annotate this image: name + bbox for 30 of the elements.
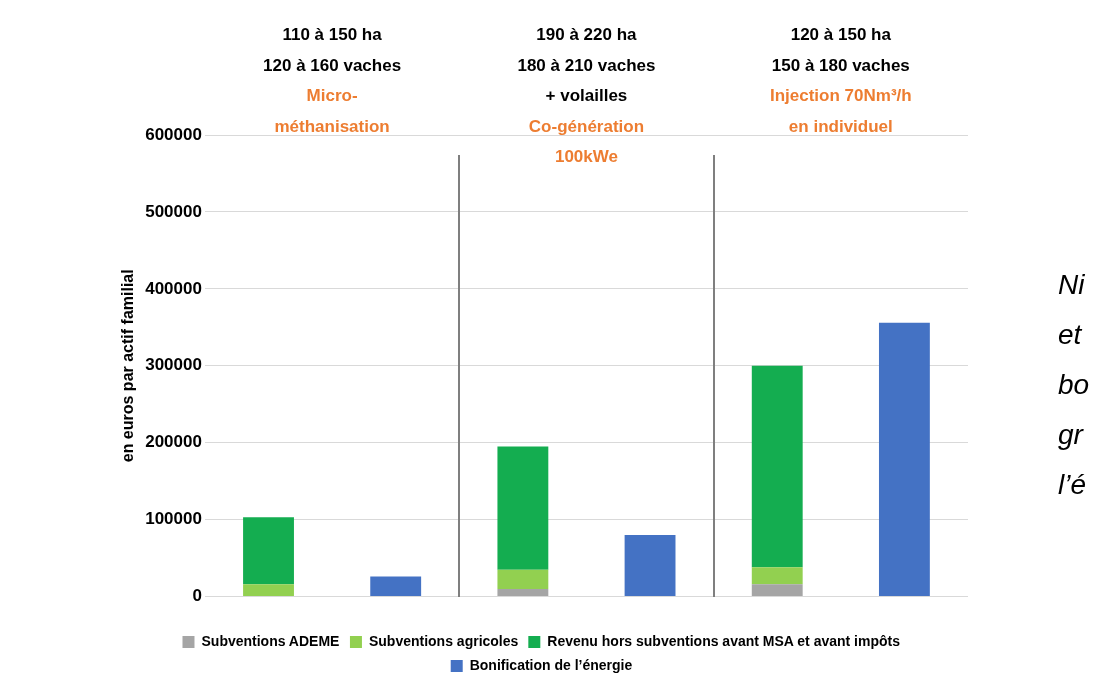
y-tick-label: 0	[192, 586, 202, 606]
bar	[497, 446, 549, 570]
y-tick-label: 200000	[145, 432, 202, 452]
bar	[624, 535, 676, 597]
bar	[751, 584, 803, 597]
y-tick-label: 400000	[145, 278, 202, 298]
text: 120 à 150 ha 150 à 180 vaches	[771, 24, 910, 77]
bar	[370, 576, 422, 597]
bar	[497, 569, 549, 589]
annotation: Micro- méthanisation	[274, 85, 390, 138]
bar	[751, 567, 803, 585]
bar	[243, 584, 294, 597]
y-tick-label: 600000	[145, 124, 202, 144]
y-tick-label: 500000	[145, 201, 202, 221]
y-tick-label: 100000	[145, 509, 202, 529]
annotation: Co-génération 100kWe	[528, 115, 645, 168]
text: 190 à 220 ha 180 à 210 vaches + volailles	[517, 24, 656, 107]
bar	[497, 588, 549, 597]
legend-label: Bonification de l’énergie	[469, 656, 633, 673]
text: Ni et bo gr l’é	[1058, 268, 1090, 502]
legend-label: Revenu hors subventions avant MSA et avant impôts	[547, 632, 901, 649]
y-tick-label: 300000	[145, 355, 202, 375]
bar	[243, 517, 294, 585]
legend-label: Subventions ADEME	[201, 632, 340, 649]
legend-label: Subventions agricoles	[368, 632, 519, 649]
y-axis-title: en euros par actif familial	[119, 269, 137, 463]
bar	[878, 322, 930, 597]
annotation: Injection 70Nm³/h en individuel	[769, 85, 912, 138]
bar	[751, 365, 803, 568]
text: 110 à 150 ha 120 à 160 vaches	[263, 24, 402, 77]
